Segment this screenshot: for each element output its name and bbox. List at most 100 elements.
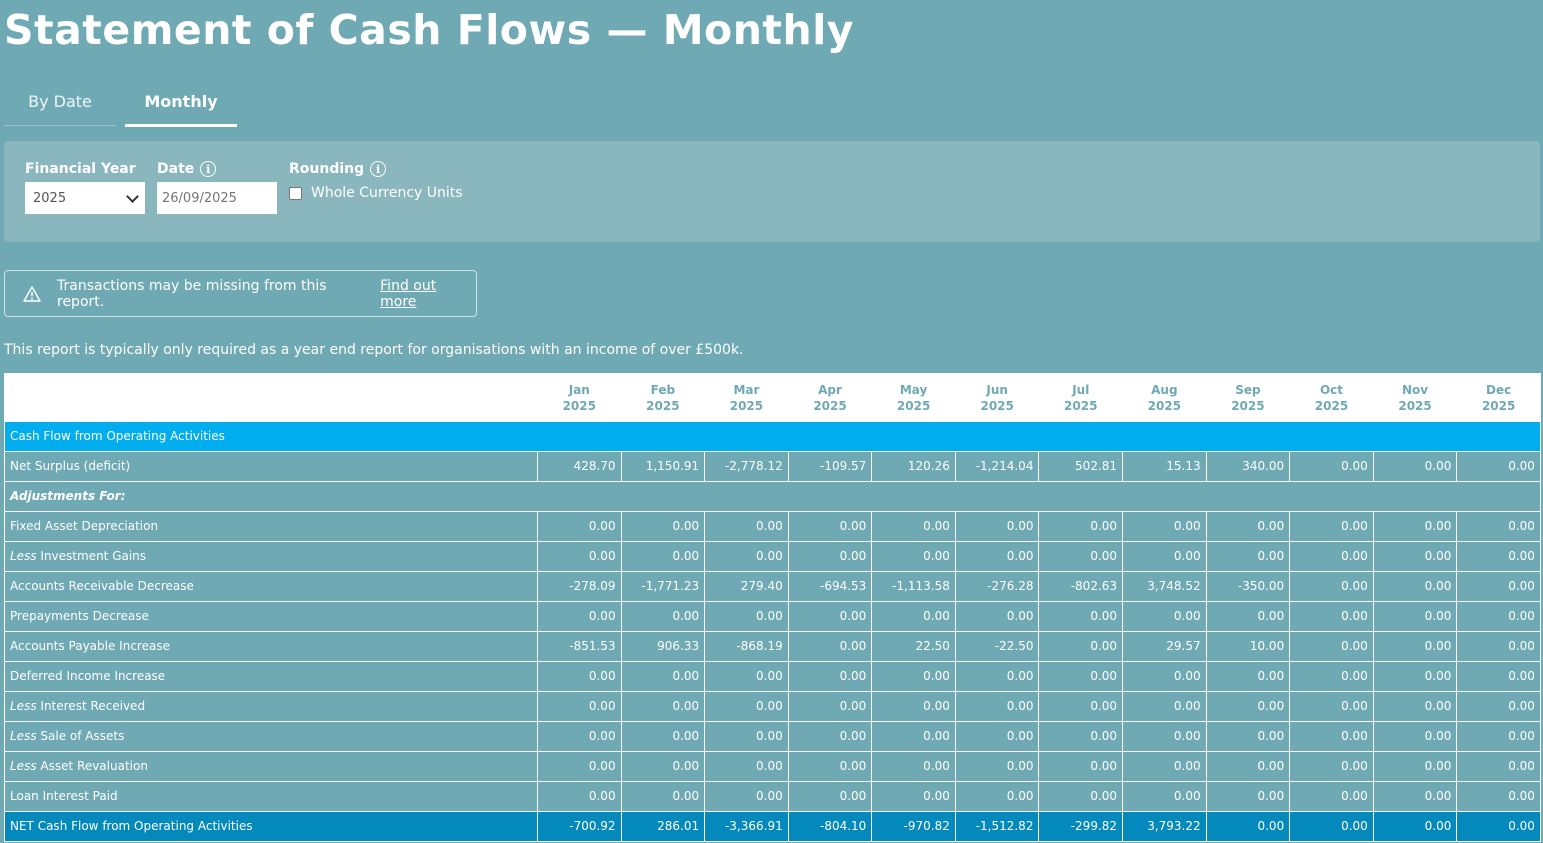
table-cell: 0.00 (1372, 691, 1458, 722)
table-cell: 0.00 (537, 541, 622, 572)
table-cell: 0.00 (704, 751, 789, 782)
table-cell: -2,778.12 (704, 451, 789, 482)
table-cell: 0.00 (1205, 751, 1291, 782)
financial-year-value: 2025 (33, 190, 67, 206)
table-row: Less Sale of Assets 0.00 0.00 0.00 0.00 0.00 0… (4, 721, 1541, 752)
date-input[interactable] (157, 182, 277, 214)
table-cell: -694.53 (787, 571, 873, 602)
missing-transactions-alert: Transactions may be missing from this re… (4, 270, 477, 317)
table-cell: 0.00 (1205, 541, 1291, 572)
table-cell: -804.10 (787, 811, 873, 842)
month-header: Oct 2025 (1289, 373, 1374, 422)
table-cell: 0.00 (1289, 691, 1374, 722)
table-cell: -1,113.58 (871, 571, 956, 602)
table-cell: 0.00 (1122, 781, 1207, 812)
month-header: Aug 2025 (1122, 373, 1207, 422)
table-cell: 0.00 (537, 661, 622, 692)
row-label: Less Interest Received (4, 691, 538, 722)
table-cell: 0.00 (1456, 541, 1541, 572)
table-cell: 0.00 (1205, 661, 1291, 692)
financial-year-select[interactable]: 2025 (25, 182, 145, 214)
table-cell: 0.00 (1372, 781, 1458, 812)
table-cell: 0.00 (1205, 601, 1291, 632)
date-label: Date i (157, 159, 277, 179)
table-cell: 0.00 (1122, 511, 1207, 542)
find-out-more-link[interactable]: Find out more (380, 277, 437, 310)
table-cell: 0.00 (1038, 751, 1124, 782)
chevron-down-icon (126, 189, 139, 203)
info-icon[interactable]: i (370, 161, 387, 177)
table-cell: 0.00 (1205, 721, 1291, 752)
table-row: Accounts Receivable Decrease -278.09 -1,77… (4, 571, 1541, 602)
table-cell: 3,793.22 (1122, 811, 1207, 842)
table-cell: 0.00 (871, 721, 956, 752)
table-cell: 0.00 (1289, 721, 1374, 752)
month-name: Sep (1235, 382, 1261, 397)
table-row: Loan Interest Paid 0.00 0.00 0.00 0.00 0.00 0.… (4, 781, 1541, 812)
table-cell: 0.00 (704, 601, 789, 632)
table-cell: -276.28 (954, 571, 1040, 602)
row-label-text: Fixed Asset Depreciation (10, 519, 159, 533)
financial-year-label: Financial Year (25, 159, 145, 179)
row-label-text: Prepayments Decrease (10, 609, 149, 623)
table-cell: 0.00 (1456, 781, 1541, 812)
table-cell: 10.00 (1205, 631, 1291, 662)
table-row: Net Surplus (deficit) 428.70 1,150.91 -2,77… (4, 451, 1541, 482)
tab-monthly[interactable]: Monthly (125, 78, 237, 127)
month-year: 2025 (896, 398, 931, 413)
filter-panel: Financial Year 2025 Date i Rounding i Wh… (4, 141, 1540, 242)
whole-currency-checkbox[interactable] (289, 186, 302, 200)
month-year: 2025 (1314, 398, 1349, 413)
table-cell: 0.00 (704, 721, 789, 752)
alert-text: Transactions may be missing from this re… (57, 277, 327, 310)
table-cell: 0.00 (954, 541, 1040, 572)
table-cell: 0.00 (1372, 571, 1458, 602)
month-header: Jun 2025 (954, 373, 1040, 422)
table-cell: 0.00 (1289, 751, 1374, 782)
row-label-text: Net Surplus (deficit) (10, 459, 131, 473)
row-label: Adjustments For: (4, 481, 1541, 512)
table-cell: 0.00 (871, 751, 956, 782)
table-cell: 0.00 (871, 601, 956, 632)
table-cell: 0.00 (537, 691, 622, 722)
row-label: Less Asset Revaluation (4, 751, 538, 782)
row-label: Deferred Income Increase (4, 661, 538, 692)
table-row: Less Asset Revaluation 0.00 0.00 0.00 0.00 0.… (4, 751, 1541, 782)
table-cell: 0.00 (704, 661, 789, 692)
table-cell: 0.00 (1456, 511, 1541, 542)
table-cell: 0.00 (1372, 661, 1458, 692)
table-cell: 0.00 (1372, 631, 1458, 662)
table-cell: 0.00 (704, 541, 789, 572)
month-year: 2025 (980, 398, 1014, 413)
month-name: Jan (568, 382, 590, 397)
table-cell: 0.00 (704, 511, 789, 542)
table-row: Adjustments For: (4, 481, 1541, 512)
table-cell: -22.50 (954, 631, 1040, 662)
financial-year-label-text: Financial Year (25, 161, 136, 177)
table-cell: 0.00 (1456, 661, 1541, 692)
table-cell: 0.00 (1122, 721, 1207, 752)
row-label-text: Investment Gains (40, 549, 147, 563)
table-cell: 286.01 (620, 811, 706, 842)
rounding-label: Rounding i (289, 159, 463, 179)
table-cell: 0.00 (954, 751, 1040, 782)
table-cell: 29.57 (1122, 631, 1207, 662)
table-cell: 0.00 (787, 601, 873, 632)
whole-currency-option[interactable]: Whole Currency Units (289, 185, 463, 201)
tab-by-date[interactable]: By Date (4, 78, 116, 126)
info-icon[interactable]: i (200, 161, 217, 177)
table-cell: 22.50 (871, 631, 956, 662)
table-cell: 0.00 (1038, 601, 1124, 632)
table-cell: 0.00 (1456, 571, 1541, 602)
table-cell: 0.00 (620, 691, 706, 722)
table-cell: 0.00 (537, 751, 622, 782)
month-name: Feb (650, 382, 676, 397)
row-label-prefix: Less (10, 759, 37, 773)
table-cell: 0.00 (620, 511, 706, 542)
table-cell: 0.00 (1038, 631, 1124, 662)
table-cell: 0.00 (1289, 661, 1374, 692)
financial-year-field: Financial Year 2025 (25, 159, 145, 214)
table-row: Less Interest Received 0.00 0.00 0.00 0.00 0.… (4, 691, 1541, 722)
table-cell: 0.00 (787, 661, 873, 692)
row-label: NET Cash Flow from Operating Activities (4, 811, 538, 842)
